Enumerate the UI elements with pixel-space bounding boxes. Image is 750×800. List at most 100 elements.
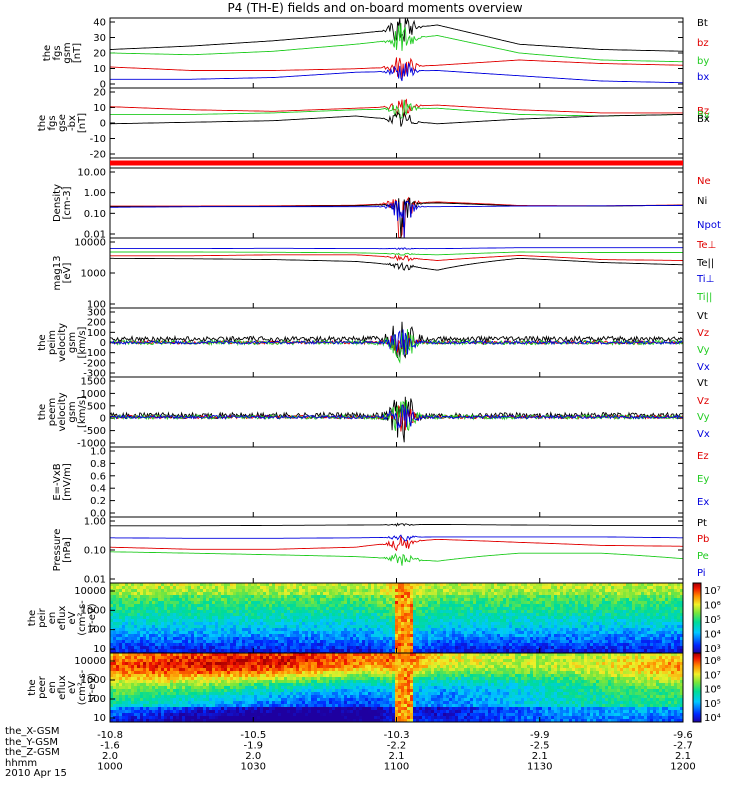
heat-cell [407,598,411,602]
heat-cell [518,640,522,644]
heat-cell [209,589,213,593]
series-Vt [109,321,684,359]
heat-cell [632,631,636,635]
heat-cell [263,601,267,605]
heat-cell [233,607,237,611]
heat-cell [242,619,246,623]
heat-cell [236,646,240,650]
heat-cell [575,646,579,650]
heat-cell [329,619,333,623]
heat-cell [491,586,495,590]
heat-cell [233,643,237,647]
heat-cell [452,640,456,644]
heat-cell [263,613,267,617]
heat-cell [341,628,345,632]
heat-cell [281,628,285,632]
heat-cell [524,601,528,605]
heat-cell [461,631,465,635]
heat-cell [614,619,618,623]
heat-cell [323,610,327,614]
heat-cell [191,607,195,611]
heat-cell [212,595,216,599]
legend-Pt: Pt [697,518,707,529]
heat-cell [500,619,504,623]
heat-cell [449,586,453,590]
heat-cell [407,637,411,641]
heat-cell [302,625,306,629]
legend-Te||: Te|| [696,258,714,269]
heat-cell [251,589,255,593]
heat-cell [662,634,666,638]
heat-cell [263,610,267,614]
heat-cell [473,598,477,602]
heat-cell [293,616,297,620]
heat-cell [116,677,120,681]
heat-cell [167,589,171,593]
heat-cell [578,613,582,617]
heat-cell [461,640,465,644]
colorbar-cell [693,593,701,595]
heat-cell [647,586,651,590]
heat-cell [518,616,522,620]
heat-cell [575,631,579,635]
heat-cell [407,631,411,635]
heat-cell [272,628,276,632]
heat-cell [608,613,612,617]
heat-cell [581,643,585,647]
heat-cell [140,634,144,638]
heat-cell [152,622,156,626]
heat-cell [515,643,519,647]
heat-cell [191,604,195,608]
heat-cell [242,601,246,605]
heat-cell [542,589,546,593]
y-axis-label: fgs [47,115,58,130]
heat-cell [224,619,228,623]
heat-cell [317,586,321,590]
heat-cell [236,619,240,623]
heat-cell [305,589,309,593]
heat-cell [485,637,489,641]
heat-cell [284,595,288,599]
heat-cell [476,646,480,650]
heat-cell [359,595,363,599]
heat-cell [482,625,486,629]
heat-cell [587,616,591,620]
heat-cell [551,598,555,602]
y-tick-label: 1000 [81,605,106,616]
heat-cell [677,601,681,605]
heat-cell [137,613,141,617]
heat-cell [518,592,522,596]
heat-cell [113,701,117,705]
legend-Pi: Pi [697,568,706,579]
heat-cell [470,583,474,587]
heat-cell [311,625,315,629]
heat-cell [479,622,483,626]
y-axis-label: the [37,404,48,420]
heat-cell [491,646,495,650]
heat-cell [497,634,501,638]
heat-cell [218,625,222,629]
heat-cell [326,625,330,629]
heat-cell [506,595,510,599]
heat-cell [161,610,165,614]
heat-cell [632,613,636,617]
heat-cell [452,643,456,647]
heat-cell [287,637,291,641]
heat-cell [269,634,273,638]
heat-cell [359,589,363,593]
legend-Vz: Vz [697,396,709,407]
heat-cell [239,598,243,602]
heat-cell [353,604,357,608]
heat-cell [641,586,645,590]
heat-cell [542,631,546,635]
heat-cell [428,622,432,626]
heat-cell [230,634,234,638]
heat-cell [365,610,369,614]
heat-cell [284,646,288,650]
heat-cell [278,640,282,644]
heat-cell [320,637,324,641]
heat-cell [113,637,117,641]
heat-cell [239,619,243,623]
heat-cell [518,649,522,653]
colorbar-cell [693,641,701,643]
